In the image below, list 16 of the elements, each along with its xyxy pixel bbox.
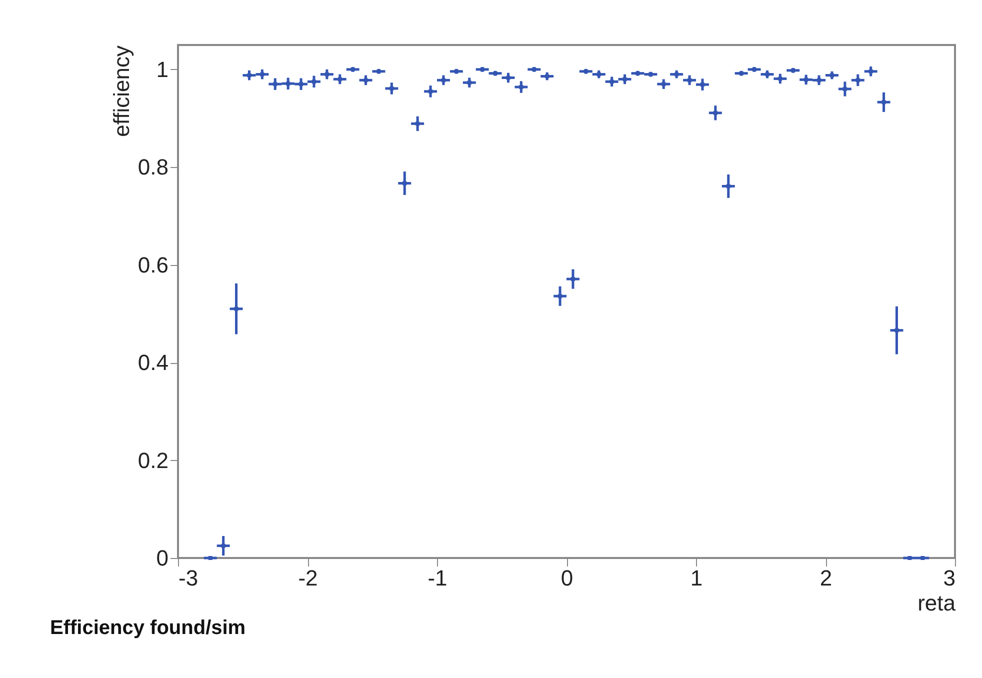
- y-tick-label: 0.6: [138, 252, 168, 278]
- text: Efficiency found/sim: [50, 617, 246, 639]
- y-tick-label: 0.8: [138, 154, 168, 180]
- y-tick-label: 0.2: [138, 448, 168, 473]
- x-axis-title: reta: [918, 590, 956, 616]
- x-tick-label: -1: [428, 566, 448, 590]
- x-tick-label: -2: [298, 566, 318, 590]
- y-tick-label: 0: [156, 546, 168, 570]
- x-tick-label: 0: [560, 566, 574, 590]
- y-tick-label: 1: [156, 56, 168, 82]
- x-tick-label: 1: [690, 566, 703, 590]
- x-tick-label: 2: [820, 566, 832, 590]
- x-tick-label: -3: [178, 566, 198, 590]
- y-tick-label: 0.4: [138, 350, 168, 376]
- x-tick-label: 3: [943, 566, 956, 590]
- y-axis-title: efficiency: [108, 46, 134, 137]
